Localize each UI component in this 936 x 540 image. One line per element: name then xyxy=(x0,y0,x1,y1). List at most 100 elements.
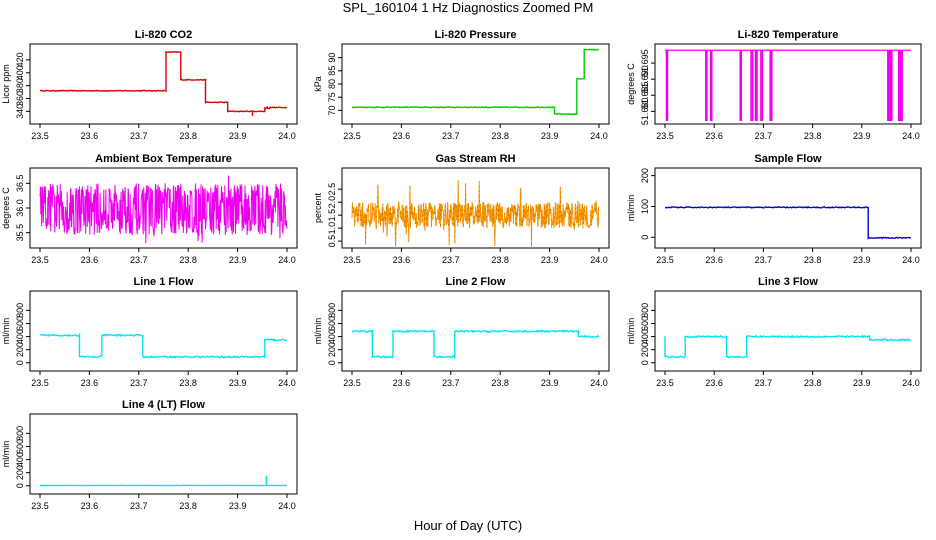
series-line-2-flow xyxy=(351,329,600,360)
y-tick-label: 85 xyxy=(327,66,337,76)
x-tick-label: 23.6 xyxy=(81,501,99,511)
panel-frame xyxy=(29,290,298,372)
x-tick-label: 23.6 xyxy=(81,378,99,388)
y-tick-label: 200 xyxy=(15,465,25,480)
panel-frame xyxy=(341,43,610,125)
y-tick-label: 0 xyxy=(15,360,25,365)
x-tick-label: 23.6 xyxy=(705,378,723,388)
x-tick-label: 24.0 xyxy=(278,255,296,265)
x-tick-label: 23.9 xyxy=(853,378,871,388)
y-tick-label: 90 xyxy=(327,53,337,63)
y-tick-label: 200 xyxy=(640,168,650,183)
y-tick-label: 400 xyxy=(15,329,25,344)
y-axis-label: degrees C xyxy=(626,63,636,105)
y-tick-label: 2.5 xyxy=(327,183,337,196)
panel-title: Gas Stream RH xyxy=(435,153,515,165)
x-tick-label: 23.8 xyxy=(179,131,197,141)
x-tick-label: 23.8 xyxy=(804,378,822,388)
panel-li-820-pressure: Li-820 Pressure 23.5 23.6 23.7 23.8 23.9 24.0 7… xyxy=(313,29,610,141)
y-tick-label: 600 xyxy=(15,316,25,331)
y-tick-label: 1.5 xyxy=(327,209,337,222)
figure-title: SPL_160104 1 Hz Diagnostics Zoomed PM xyxy=(342,0,594,15)
x-tick-label: 23.6 xyxy=(81,255,99,265)
panel-title: Li-820 CO2 xyxy=(135,29,192,41)
x-tick-label: 23.8 xyxy=(491,131,509,141)
x-tick-label: 24.0 xyxy=(278,501,296,511)
series-line xyxy=(664,334,912,359)
x-tick-label: 23.6 xyxy=(393,131,411,141)
y-tick-label: 1.0 xyxy=(327,222,337,235)
panel-sample-flow: Sample Flow 23.5 23.6 23.7 23.8 23.9 24.0 0 100 2… xyxy=(626,153,922,265)
y-tick-label: 800 xyxy=(15,426,25,441)
x-tick-label: 23.8 xyxy=(804,255,822,265)
series-li-820-co2 xyxy=(39,50,288,116)
x-tick-label: 23.5 xyxy=(31,501,49,511)
y-tick-label: 600 xyxy=(640,316,650,331)
series-line xyxy=(664,205,912,240)
y-tick-label: 360 xyxy=(15,91,25,106)
y-tick-label: 35.5 xyxy=(15,224,25,242)
x-tick-label: 23.6 xyxy=(393,378,411,388)
x-tick-label: 23.9 xyxy=(229,255,247,265)
x-tick-label: 23.8 xyxy=(179,378,197,388)
y-tick-label: 800 xyxy=(327,303,337,318)
x-tick-label: 24.0 xyxy=(902,255,920,265)
x-tick-label: 23.5 xyxy=(343,378,361,388)
series-line xyxy=(351,180,600,248)
y-axis-label: ml/min xyxy=(626,318,636,345)
panel-frame xyxy=(654,290,922,372)
x-tick-label: 23.8 xyxy=(179,501,197,511)
x-tick-label: 23.6 xyxy=(705,255,723,265)
y-axis-label: ml/min xyxy=(1,318,11,345)
y-tick-label: 0.5 xyxy=(327,235,337,248)
series-line-1-flow xyxy=(39,332,288,359)
x-tick-label: 24.0 xyxy=(902,378,920,388)
x-tick-label: 23.5 xyxy=(343,255,361,265)
y-tick-label: 380 xyxy=(15,78,25,93)
y-tick-label: 200 xyxy=(15,342,25,357)
y-tick-label: 2.0 xyxy=(327,196,337,209)
x-tick-label: 23.7 xyxy=(755,255,773,265)
y-tick-label: 75 xyxy=(327,92,337,102)
y-tick-label: 400 xyxy=(327,329,337,344)
x-tick-label: 23.7 xyxy=(130,131,148,141)
y-tick-label: 800 xyxy=(640,303,650,318)
panel-frame xyxy=(29,413,298,495)
y-axis-label: ml/min xyxy=(313,318,323,345)
x-tick-label: 23.7 xyxy=(755,378,773,388)
x-tick-label: 24.0 xyxy=(278,131,296,141)
panel-li-820-co2: Li-820 CO2 23.5 23.6 23.7 23.8 23.9 24.0 340360… xyxy=(1,29,298,141)
x-tick-label: 24.0 xyxy=(590,255,608,265)
y-tick-label: 600 xyxy=(327,316,337,331)
x-tick-label: 24.0 xyxy=(278,378,296,388)
y-tick-label: 80 xyxy=(327,79,337,89)
y-tick-label: 0 xyxy=(327,360,337,365)
x-tick-label: 23.5 xyxy=(656,378,674,388)
y-tick-label: 400 xyxy=(15,65,25,80)
x-tick-label: 23.7 xyxy=(442,255,460,265)
panel-title: Line 1 Flow xyxy=(134,276,194,288)
x-tick-label: 24.0 xyxy=(590,131,608,141)
y-tick-label: 51.685 xyxy=(640,81,650,109)
panel-line-3-flow: Line 3 Flow 23.5 23.6 23.7 23.8 23.9 24.0 0 2004… xyxy=(626,276,922,388)
y-tick-label: 200 xyxy=(327,342,337,357)
y-axis-label: kPa xyxy=(313,76,323,92)
x-tick-label: 23.7 xyxy=(755,131,773,141)
panel-title: Line 3 Flow xyxy=(758,276,818,288)
panel-line-4-lt-flow: Line 4 (LT) Flow 23.5 23.6 23.7 23.8 23.9 24.0… xyxy=(1,399,298,511)
series-line xyxy=(39,175,288,244)
panel-title: Li-820 Pressure xyxy=(435,29,517,41)
series-line xyxy=(39,50,288,113)
x-tick-label: 23.7 xyxy=(442,131,460,141)
x-tick-label: 23.6 xyxy=(393,255,411,265)
y-tick-label: 70 xyxy=(327,105,337,115)
y-axis-label: percent xyxy=(313,192,323,223)
x-tick-label: 23.7 xyxy=(130,378,148,388)
y-axis-label: degrees C xyxy=(1,187,11,229)
series-line-3-flow xyxy=(664,334,912,359)
x-tick-label: 23.7 xyxy=(442,378,460,388)
y-tick-label: 0 xyxy=(15,483,25,488)
series-li-820-temperature xyxy=(665,49,911,121)
x-tick-label: 23.9 xyxy=(229,501,247,511)
